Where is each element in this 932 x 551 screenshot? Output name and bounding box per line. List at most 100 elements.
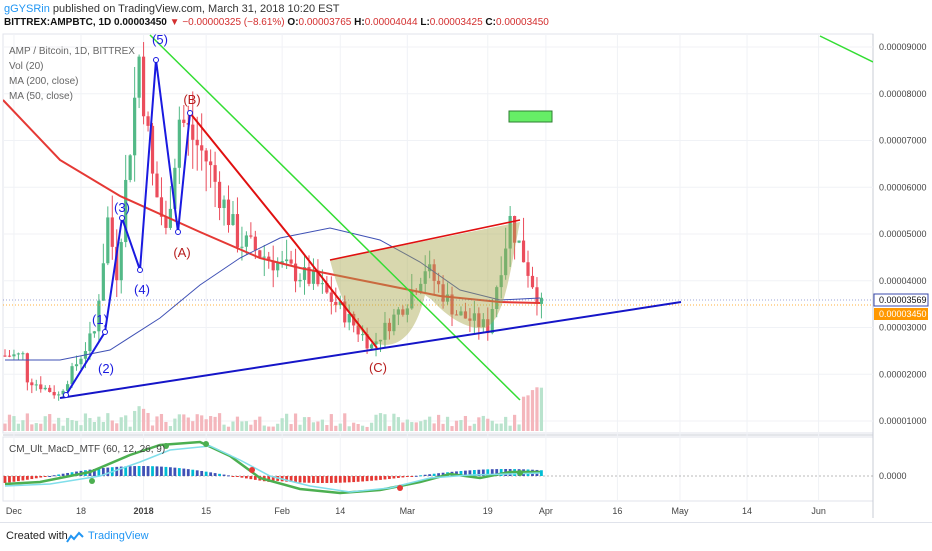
chart-canvas[interactable]: (1)(2)(3)(4)(5)(A)(B)(C) 0.000090000.000… xyxy=(0,0,932,522)
legend-macd[interactable]: CM_Ult_MacD_MTF (60, 12, 26, 9) xyxy=(9,444,166,455)
volume-bar xyxy=(320,419,324,431)
volume-bar xyxy=(137,406,141,431)
ohlc-line: BITTREX:AMPBTC, 1D 0.00003450 ▼ −0.00000… xyxy=(4,17,549,28)
candle-body xyxy=(70,366,74,385)
candle-body xyxy=(338,301,342,306)
legend-title: AMP / Bitcoin, 1D, BITTREX xyxy=(9,46,135,57)
macd-histogram-bar xyxy=(39,476,43,478)
volume-bar xyxy=(182,414,186,431)
time-tick-label: May xyxy=(671,506,689,516)
volume-bar xyxy=(539,387,544,431)
legend-volume[interactable]: Vol (20) xyxy=(9,61,44,72)
macd-histogram-bar xyxy=(437,473,441,476)
low-value: 0.00003425 xyxy=(429,17,483,28)
macd-histogram-bar xyxy=(137,466,141,476)
macd-histogram-bar xyxy=(392,476,396,479)
macd-histogram-bar xyxy=(177,468,181,476)
price-tick-label: 0.00004000 xyxy=(879,276,927,286)
wave-label: (1) xyxy=(92,312,108,327)
time-tick-label: 14 xyxy=(742,506,752,516)
wave-point xyxy=(175,229,181,235)
candle-body xyxy=(343,301,347,323)
volume-bar xyxy=(115,423,119,431)
legend-ma50[interactable]: MA (50, close) xyxy=(9,91,73,102)
macd-histogram-bar xyxy=(374,476,378,481)
macd-histogram-bar xyxy=(428,474,432,476)
macd-histogram-bar xyxy=(195,470,199,476)
macd-histogram-bar xyxy=(347,476,351,483)
macd-histogram-bar xyxy=(490,469,494,476)
macd-histogram-bar xyxy=(186,469,190,476)
macd-histogram-bar xyxy=(8,476,11,483)
candle-body xyxy=(325,283,329,293)
volume-bar xyxy=(88,418,92,431)
volume-bar xyxy=(414,422,418,431)
macd-histogram-bar xyxy=(61,473,65,476)
candle-body xyxy=(173,167,177,209)
macd-histogram-bar xyxy=(379,476,382,480)
volume-bar xyxy=(240,421,244,431)
macd-histogram-bar xyxy=(334,476,338,483)
volume-bar xyxy=(463,415,468,431)
legend-ma200[interactable]: MA (200, close) xyxy=(9,76,79,87)
candle-body xyxy=(92,331,97,334)
candle-body xyxy=(276,263,280,271)
price-tag-last-label: 0.00003450 xyxy=(879,309,927,319)
volume-bar xyxy=(83,413,88,431)
volume-bar xyxy=(486,418,490,431)
candle-body xyxy=(396,309,400,315)
volume-bar xyxy=(235,416,240,431)
macd-histogram-bar xyxy=(204,471,208,476)
volume-bar xyxy=(383,414,387,431)
volume-bar xyxy=(490,420,494,431)
candle-body xyxy=(12,354,16,357)
candle-body xyxy=(110,217,114,247)
candle-body xyxy=(16,353,21,355)
macd-histogram-bar xyxy=(173,467,177,476)
volume-bar xyxy=(48,414,52,431)
candle-body xyxy=(88,333,92,352)
macd-histogram-bar xyxy=(370,476,373,481)
volume-bar xyxy=(513,414,517,431)
macd-histogram-bar xyxy=(285,476,289,482)
volume-bar xyxy=(119,417,123,431)
candle-body xyxy=(383,322,387,340)
volume-bar xyxy=(34,423,38,431)
volume-bar xyxy=(65,417,70,431)
tradingview-link[interactable]: TradingView xyxy=(88,530,149,542)
volume-bar xyxy=(356,423,360,431)
candle-body xyxy=(316,270,320,285)
volume-bar xyxy=(441,423,445,431)
time-tick-label: 15 xyxy=(201,506,211,516)
candle-body xyxy=(285,259,289,262)
wave-label: (5) xyxy=(152,32,168,47)
time-tick-label: 19 xyxy=(483,506,493,516)
macd-histogram-bar xyxy=(312,476,315,483)
candle-body xyxy=(43,387,47,390)
wave-point xyxy=(187,110,193,116)
candle-body xyxy=(258,250,262,258)
macd-histogram-bar xyxy=(325,476,329,483)
candle-body xyxy=(159,197,164,217)
volume-bar xyxy=(244,421,248,431)
candle-body xyxy=(217,181,222,209)
publisher-username[interactable]: gGYSRin xyxy=(4,3,50,15)
candle-body xyxy=(249,235,253,237)
macd-histogram-bar xyxy=(410,476,414,477)
volume-bar xyxy=(437,414,441,431)
volume-bar xyxy=(222,424,226,431)
macd-histogram-bar xyxy=(142,466,145,476)
macd-histogram-bar xyxy=(472,470,476,476)
tradingview-logo-icon[interactable] xyxy=(66,531,84,543)
volume-bar xyxy=(387,426,392,431)
volume-bar xyxy=(526,395,530,431)
volume-bar xyxy=(155,416,159,431)
volume-bar xyxy=(3,423,7,431)
candle-body xyxy=(410,290,414,309)
macd-histogram-bar xyxy=(441,472,445,476)
macd-histogram-bar xyxy=(249,476,253,480)
candle-body xyxy=(191,124,195,140)
candles xyxy=(3,42,544,401)
volume-bar xyxy=(128,426,132,431)
wave-label: (2) xyxy=(98,361,114,376)
